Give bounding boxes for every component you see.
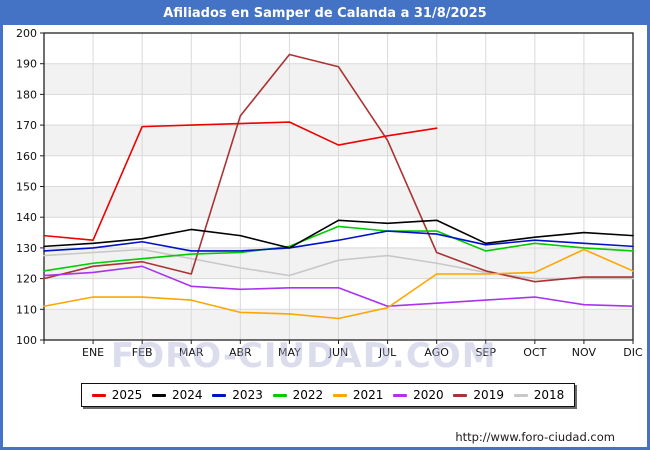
legend-color-dash [332,393,347,397]
x-axis-label: DIC [623,346,643,359]
legend-item-2021: 2021 [332,388,384,402]
y-axis-label: 120 [16,273,37,286]
x-axis-label: SEP [475,346,496,359]
legend-color-dash [91,393,106,397]
x-axis-label: ABR [229,346,252,359]
legend-item-2024: 2024 [152,389,203,401]
x-axis-label: MAR [179,346,204,359]
legend-color-dash [212,393,227,397]
x-axis-label: ENE [82,346,104,359]
x-axis-label: MAY [278,346,301,359]
y-axis-label: 170 [16,119,37,132]
series-2021 [43,248,634,320]
legend-label: 2021 [352,388,384,402]
y-axis-label: 140 [16,211,37,224]
y-axis-label: 180 [16,88,37,101]
legend-label: 2018 [533,388,565,402]
legend-item-2025: 2025 [91,388,143,402]
line-chart-canvas: 100 110 120 130 140 150 160 170 180 190 200 ENE FEB M… [16,27,643,359]
legend-label: 2022 [292,388,324,402]
series-2022 [43,225,634,272]
legend-color-dash [453,393,468,397]
legend-color-dash [513,393,528,397]
legend-item-2018: 2018 [513,388,565,402]
legend-item-2022: 2022 [272,388,324,402]
legend-label: 2019 [473,388,504,402]
footer-url: http://www.foro-ciudad.com [455,430,615,444]
series-2019 [43,53,634,283]
legend-label: 2024 [172,388,203,402]
legend-item-2023: 2023 [212,389,263,401]
y-axis-label: 160 [16,150,37,163]
legend: 2025 2024 2023 2022 2021 2020 2019 2018 [81,383,575,407]
legend-label: 2020 [413,388,444,402]
y-axis-label: 150 [16,181,37,194]
series-2018 [43,248,634,280]
y-axis-label: 110 [16,303,37,316]
y-axis-label: 100 [16,334,37,347]
x-axis-label: FEB [132,346,153,359]
series-2023 [43,230,634,252]
legend-label: 2025 [111,388,143,402]
x-axis-label: OCT [523,346,546,359]
legend-item-2020: 2020 [393,389,444,401]
legend-color-dash [272,393,287,397]
y-axis-label: 130 [16,242,37,255]
y-axis-label: 200 [16,27,37,40]
legend-item-2019: 2019 [453,389,504,401]
x-axis-label: NOV [572,346,597,359]
legend-color-dash [393,393,408,397]
series-2020 [43,265,634,308]
x-axis-label: AGO [424,346,449,359]
legend-label: 2023 [232,388,263,402]
chart-title: Afiliados en Samper de Calanda a 31/8/20… [3,3,647,25]
series-2024 [43,219,634,249]
legend-color-dash [152,393,167,397]
y-axis-label: 190 [16,58,37,71]
x-axis-label: JUN [328,346,349,359]
series-2025 [43,121,438,242]
x-axis-label: JUL [378,346,397,359]
